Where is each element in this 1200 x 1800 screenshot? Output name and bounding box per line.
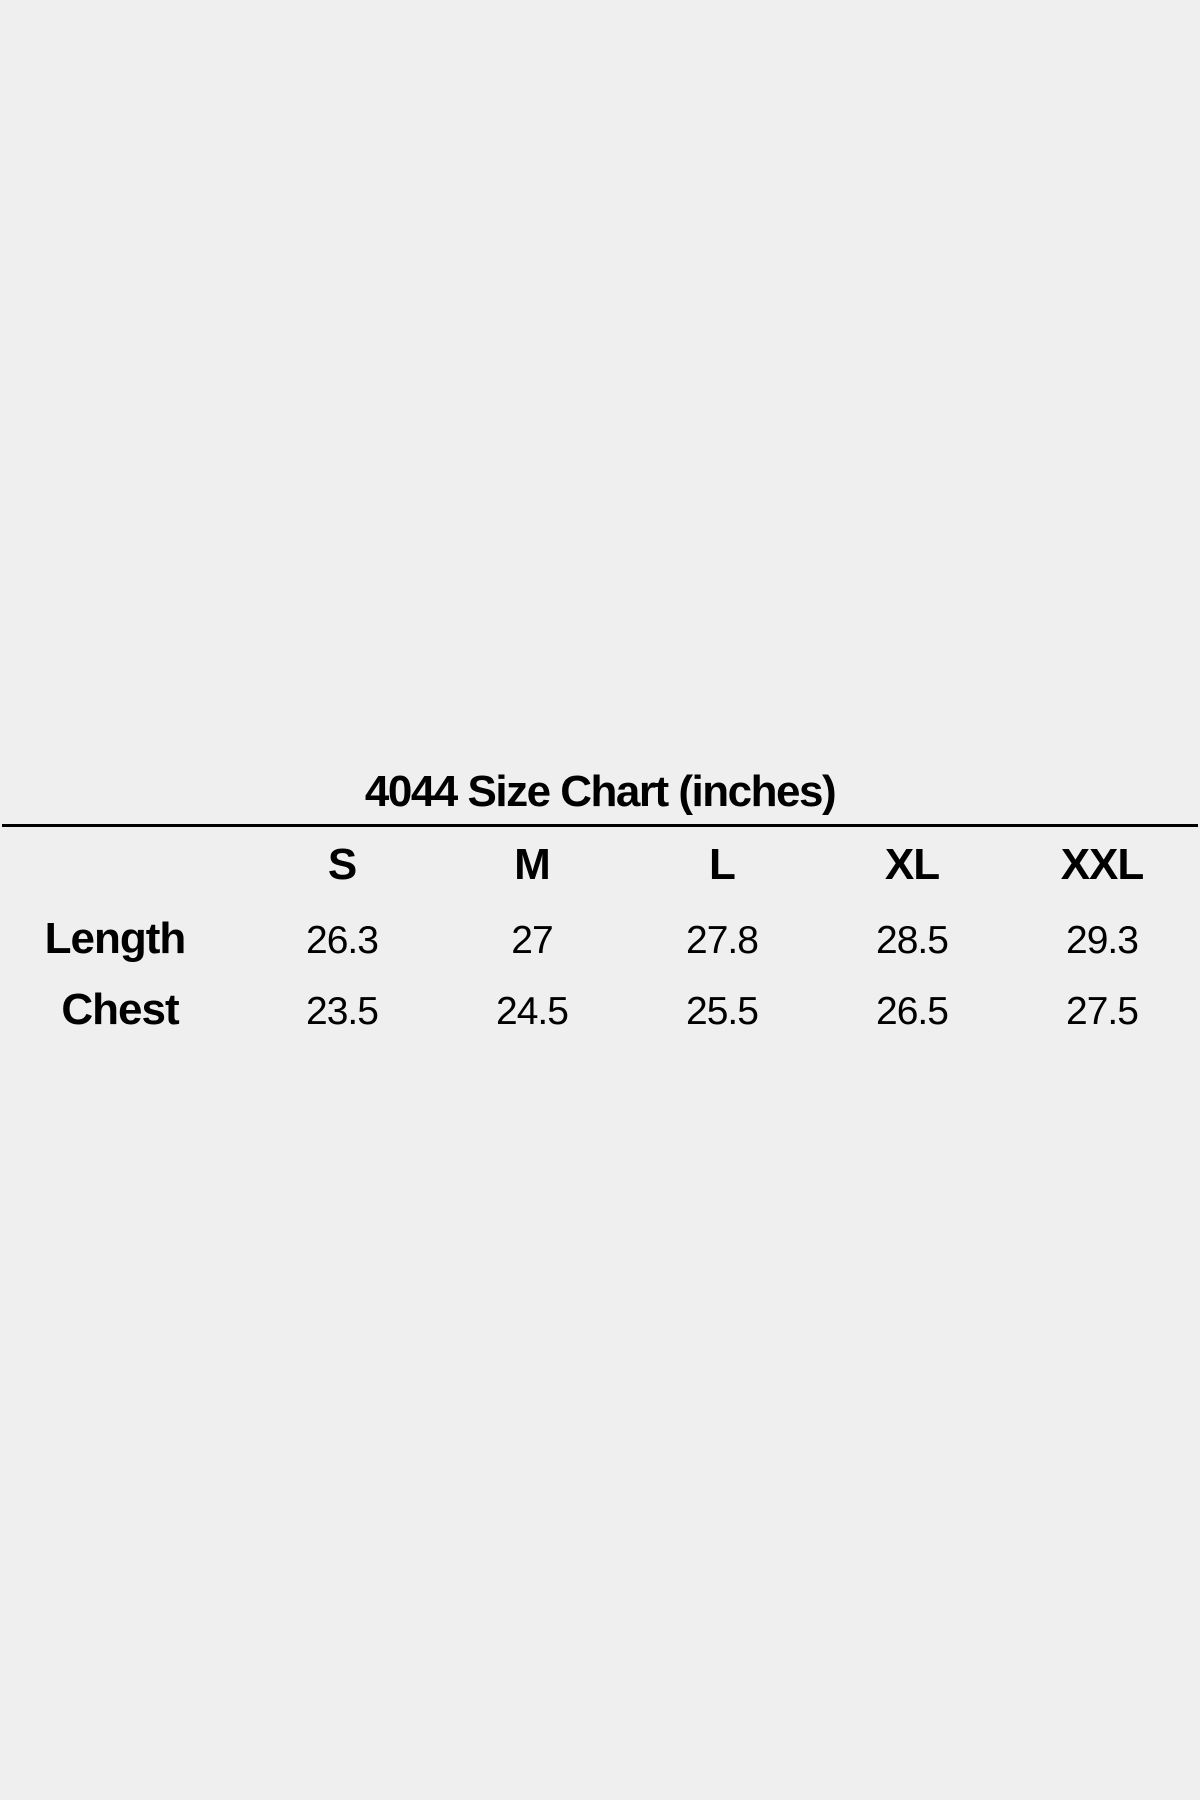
chest-xl: 26.5 (876, 990, 949, 1033)
length-s: 26.3 (306, 919, 379, 962)
size-header-xxl: XXL (1060, 840, 1145, 889)
size-header-l: L (709, 840, 736, 889)
chart-title: 4044 Size Chart (inches) (364, 767, 837, 816)
size-header-s: S (327, 840, 357, 889)
chest-m: 24.5 (496, 990, 569, 1033)
length-l: 27.8 (686, 919, 759, 962)
length-xxl: 29.3 (1066, 919, 1139, 962)
length-xl: 28.5 (876, 919, 949, 962)
size-header-m: M (514, 840, 551, 889)
chest-xxl: 27.5 (1066, 990, 1139, 1033)
length-m: 27 (511, 919, 553, 962)
chest-s: 23.5 (306, 990, 379, 1033)
title-divider (2, 824, 1198, 827)
row-label-chest: Chest (61, 985, 179, 1034)
chest-l: 25.5 (686, 990, 759, 1033)
row-label-length: Length (44, 914, 187, 963)
size-header-xl: XL (884, 840, 940, 889)
